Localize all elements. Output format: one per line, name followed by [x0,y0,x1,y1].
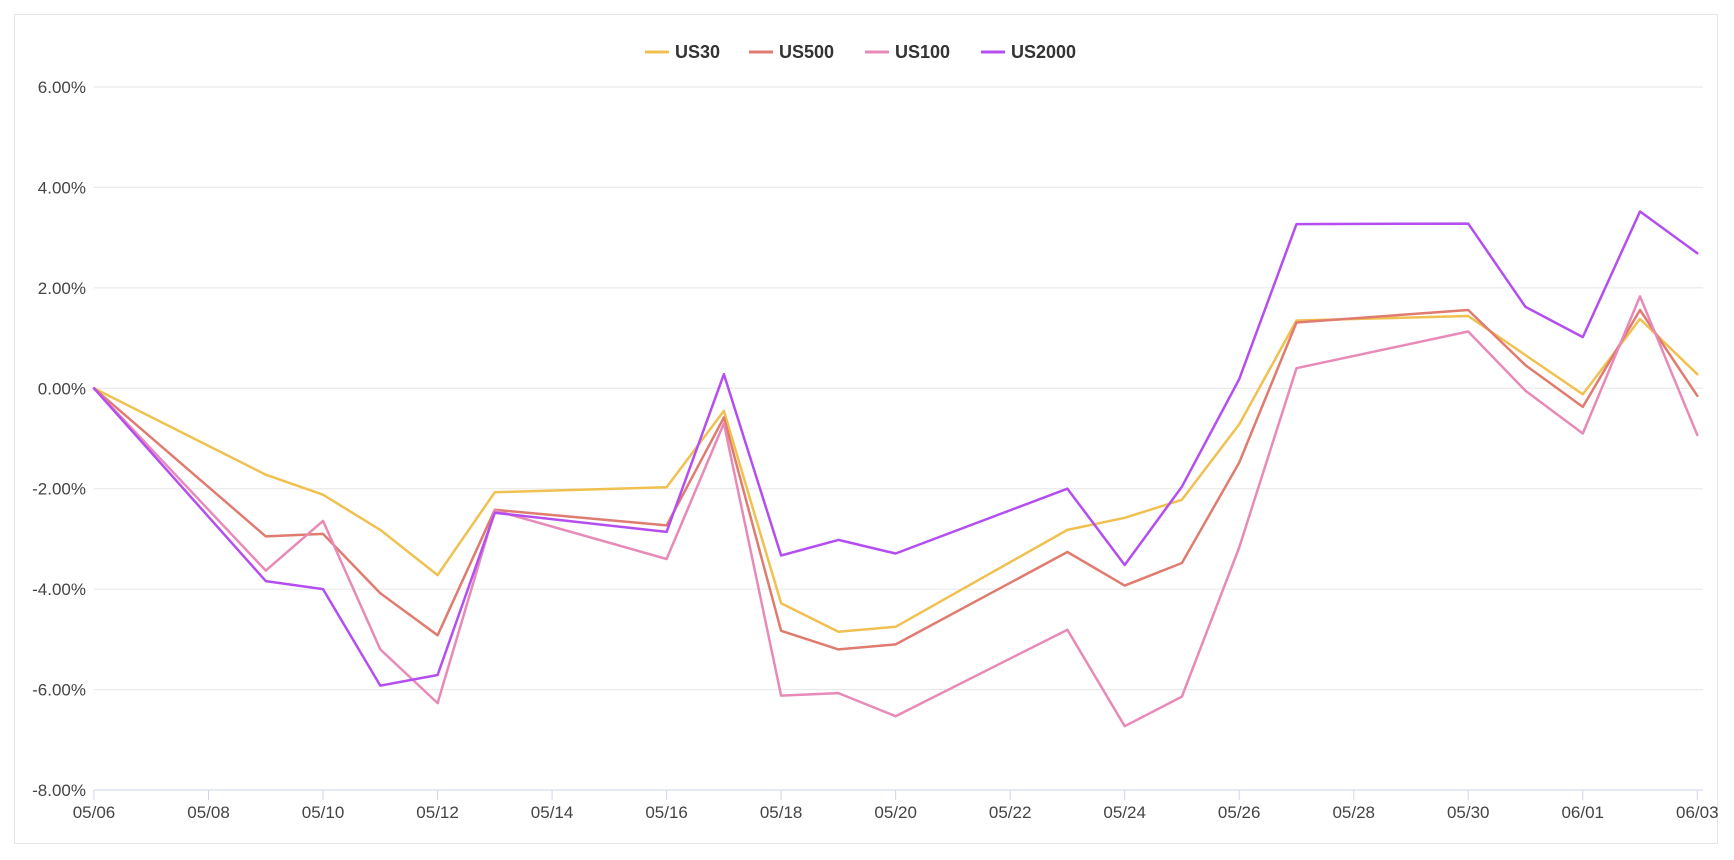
x-tick-label: 05/12 [416,803,459,822]
axes: 6.00% 4.00% 2.00% 0.00% -2.00% -4.00% -6.00% -8… [32,78,1718,822]
legend-item-us100[interactable]: US100 [865,42,950,62]
x-tick-label: 06/01 [1561,803,1604,822]
legend-label: US500 [779,42,834,62]
x-tick-label: 05/26 [1218,803,1261,822]
series-lines [92,210,1699,728]
x-tick-label: 05/08 [187,803,230,822]
y-tick-label: -2.00% [32,480,86,499]
grid-lines [94,86,1703,791]
x-tick-label: 05/18 [760,803,803,822]
x-tick-label: 05/14 [531,803,574,822]
x-tick-label: 05/06 [73,803,116,822]
x-tick-label: 06/03 [1676,803,1719,822]
y-tick-label: 2.00% [38,279,86,298]
legend-item-us2000[interactable]: US2000 [981,42,1076,62]
series-line-us500[interactable] [92,308,1699,651]
legend: US30 US500 US100 US2000 [645,42,1076,62]
x-tick-label: 05/30 [1447,803,1490,822]
x-tick-label: 05/28 [1332,803,1375,822]
y-tick-label: 0.00% [38,379,86,398]
legend-label: US30 [675,42,720,62]
y-tick-label: 4.00% [38,178,86,197]
legend-item-us30[interactable]: US30 [645,42,720,62]
y-tick-label: -8.00% [32,781,86,800]
y-tick-label: 6.00% [38,78,86,97]
chart-frame [14,14,1718,844]
x-tick-label: 05/10 [302,803,345,822]
x-tick-label: 05/24 [1103,803,1146,822]
legend-item-us500[interactable]: US500 [749,42,834,62]
series-line-us30[interactable] [92,314,1699,634]
y-tick-label: -6.00% [32,681,86,700]
x-tick-label: 05/22 [989,803,1032,822]
y-tick-label: -4.00% [32,580,86,599]
x-tick-label: 05/20 [874,803,917,822]
x-tick-label: 05/16 [645,803,688,822]
legend-label: US2000 [1011,42,1076,62]
legend-label: US100 [895,42,950,62]
series-line-us100[interactable] [92,295,1699,728]
series-line-us2000[interactable] [92,210,1699,687]
